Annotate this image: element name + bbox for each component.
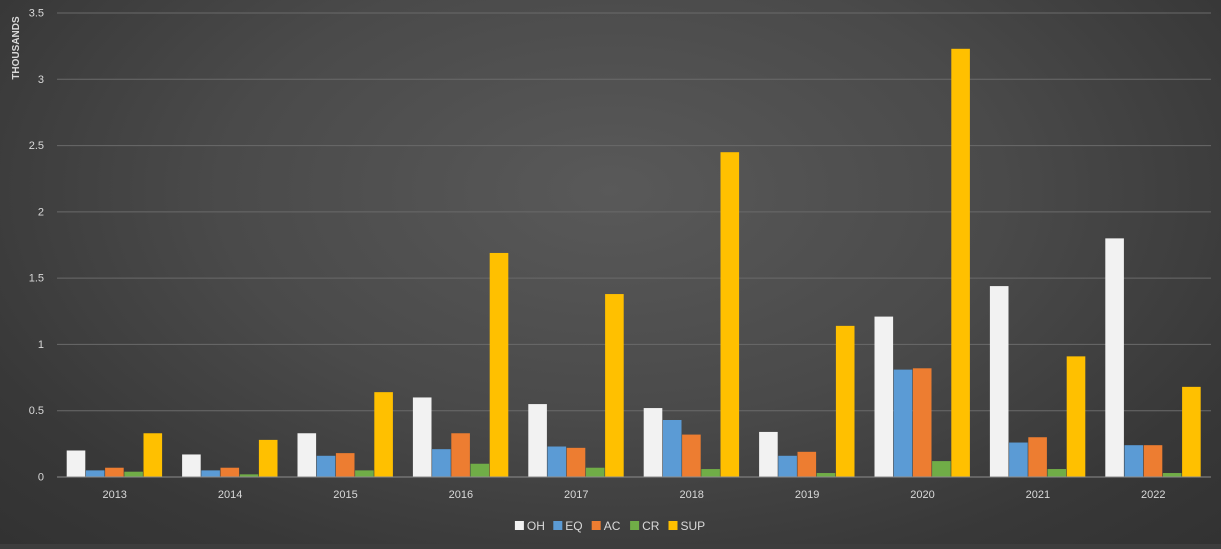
bar-cr-2018 (701, 469, 720, 477)
y-tick-label: 0.5 (29, 405, 44, 417)
bar-eq-2015 (316, 455, 336, 477)
bar-ac-2020 (912, 368, 932, 477)
legend-swatch (630, 521, 640, 530)
bar-oh-2013 (66, 450, 86, 477)
legend-swatch (514, 521, 524, 530)
bar-oh-2014 (182, 454, 201, 477)
bar-oh-2016 (412, 397, 432, 477)
bar-ac-2013 (105, 467, 124, 477)
bar-ac-2018 (682, 434, 701, 477)
x-tick-label: 2013 (102, 489, 126, 501)
bar-eq-2018 (662, 419, 682, 477)
legend-label: CR (642, 519, 660, 533)
bar-sup-2014 (258, 439, 278, 477)
x-tick-label: 2022 (1141, 489, 1165, 501)
bar-eq-2014 (201, 470, 220, 477)
bar-cr-2013 (124, 471, 143, 477)
bar-eq-2016 (432, 449, 451, 477)
bar-sup-2019 (835, 325, 855, 477)
x-axis-tick-labels: 2013 2014 2015 2016 2017 2018 2019 2020 2021 2022 (102, 489, 1165, 501)
bar-ac-2014 (220, 467, 240, 477)
legend: OH EQ AC CR SUP (514, 519, 706, 533)
x-tick-label: 2017 (564, 489, 588, 501)
bar-oh-2015 (297, 433, 317, 477)
legend-swatch (668, 521, 678, 530)
bar-cr-2021 (1047, 469, 1067, 477)
legend-label: EQ (565, 519, 582, 533)
y-tick-label: 3.5 (29, 8, 44, 20)
x-tick-label: 2015 (333, 489, 357, 501)
bar-cr-2022 (1162, 473, 1182, 477)
bar-oh-2021 (989, 286, 1009, 477)
legend-item-oh: OH (514, 519, 545, 533)
bar-eq-2017 (547, 446, 567, 477)
y-tick-label: 1 (38, 339, 44, 351)
bar-ac-2021 (1028, 437, 1047, 477)
bars (66, 48, 1201, 478)
x-tick-label: 2021 (1026, 489, 1050, 501)
bar-oh-2018 (643, 408, 663, 477)
legend-label: SUP (681, 519, 706, 533)
bar-cr-2015 (355, 470, 374, 477)
bar-ac-2016 (451, 433, 470, 477)
bar-cr-2017 (585, 467, 605, 477)
gridlines (57, 12, 1211, 412)
bar-oh-2020 (874, 316, 894, 477)
bar-cr-2019 (816, 473, 836, 477)
legend-item-eq: EQ (553, 519, 583, 533)
bar-eq-2021 (1009, 442, 1028, 477)
bar-eq-2013 (85, 470, 105, 477)
legend-item-ac: AC (591, 519, 621, 533)
y-tick-label: 2.5 (29, 140, 44, 152)
bar-sup-2020 (951, 48, 970, 478)
bar-eq-2020 (893, 369, 913, 477)
bar-sup-2022 (1182, 386, 1201, 477)
bar-ac-2017 (566, 447, 586, 477)
bar-sup-2015 (374, 392, 393, 477)
y-tick-label: 0 (38, 472, 44, 484)
bar-cr-2016 (470, 463, 490, 477)
bar-oh-2022 (1105, 238, 1124, 477)
legend-swatch (591, 521, 601, 530)
legend-swatch (553, 521, 563, 530)
legend-item-cr: CR (630, 519, 660, 533)
bar-oh-2019 (759, 431, 778, 477)
legend-label: OH (527, 519, 545, 533)
bar-ac-2019 (797, 451, 817, 477)
bar-ac-2015 (335, 453, 355, 477)
y-tick-label: 3 (38, 74, 44, 86)
bar-ac-2022 (1143, 445, 1163, 477)
bar-sup-2021 (1066, 356, 1086, 477)
bar-eq-2022 (1124, 445, 1144, 477)
bar-sup-2017 (605, 294, 624, 477)
y-tick-label: 1.5 (29, 273, 44, 285)
y-axis-tick-labels: 0 0.5 1 1.5 2 2.5 3 3.5 (29, 8, 44, 484)
y-axis-label: THOUSANDS (11, 16, 22, 80)
x-tick-label: 2016 (449, 489, 473, 501)
bar-sup-2018 (720, 152, 740, 477)
bar-cr-2014 (239, 474, 259, 477)
y-tick-label: 2 (38, 206, 44, 218)
x-tick-label: 2018 (679, 489, 703, 501)
x-tick-label: 2014 (218, 489, 242, 501)
x-tick-label: 2020 (910, 489, 934, 501)
bar-sup-2013 (143, 433, 163, 477)
legend-item-sup: SUP (668, 519, 706, 533)
bar-oh-2017 (528, 404, 547, 477)
bar-sup-2016 (489, 252, 509, 477)
bar-cr-2020 (932, 461, 951, 477)
legend-label: AC (604, 519, 621, 533)
bar-eq-2019 (778, 455, 797, 477)
x-tick-label: 2019 (795, 489, 819, 501)
